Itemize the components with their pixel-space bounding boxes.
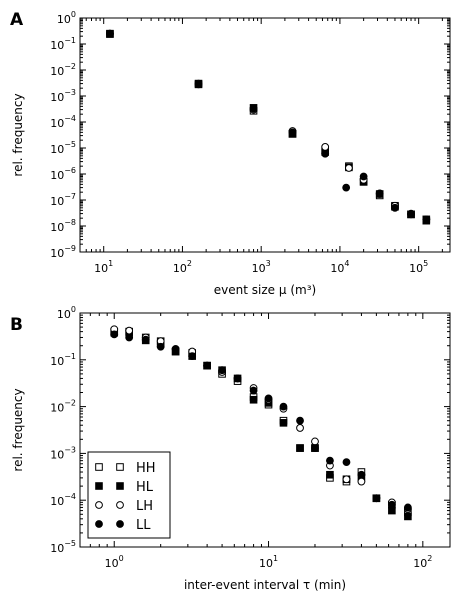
data-point [375, 190, 384, 198]
legend-marker [116, 520, 124, 528]
legend-marker [116, 482, 124, 490]
y-tick-label: 10−6 [50, 166, 76, 182]
y-tick-label: 10−5 [50, 140, 76, 156]
legend-label: LH [136, 499, 153, 514]
x-tick-label: 102 [413, 554, 432, 570]
data-point [311, 444, 319, 452]
data-point [403, 503, 412, 512]
data-point [321, 143, 330, 151]
data-point [342, 183, 351, 192]
y-tick-label: 10−3 [50, 445, 76, 461]
x-axis-label: event size μ (m³) [214, 283, 316, 297]
y-tick-label: 10−7 [50, 192, 76, 208]
x-tick-label: 101 [94, 259, 113, 275]
legend-marker [95, 482, 103, 490]
y-tick-label: 10−8 [50, 218, 76, 234]
data-point [249, 395, 258, 404]
data-point [141, 335, 150, 344]
legend-label: HH [136, 461, 156, 476]
panel-label: B [10, 315, 23, 335]
data-point [357, 477, 366, 486]
y-axis-label: rel. frequency [11, 93, 25, 176]
y-axis-label: rel. frequency [11, 388, 25, 471]
legend-label: LL [136, 518, 151, 533]
data-point [311, 437, 319, 446]
data-point [357, 470, 366, 479]
legend-marker [116, 501, 124, 509]
data-point [387, 500, 396, 509]
data-point [249, 386, 258, 395]
y-tick-label: 10−4 [50, 492, 76, 508]
legend-marker [95, 520, 103, 528]
series-ll [106, 29, 431, 224]
data-point [279, 402, 288, 411]
y-tick-label: 10−2 [50, 62, 76, 78]
data-point [125, 333, 134, 342]
data-point [326, 470, 334, 479]
data-point [156, 342, 165, 351]
legend-marker [95, 463, 103, 471]
data-point [296, 424, 304, 432]
x-axis-label: inter-event interval τ (min) [184, 578, 346, 592]
data-point [264, 394, 273, 403]
panel-b: B 100 101 102 100 10−1 10−2 10−3 10−4 10−5 inter-e… [10, 305, 451, 592]
data-point [342, 458, 351, 467]
x-tick-label: 102 [173, 259, 192, 275]
data-point [345, 164, 353, 172]
y-tick-label: 100 [57, 305, 76, 321]
x-tick-label: 105 [409, 259, 428, 275]
y-tick-label: 100 [57, 10, 76, 26]
y-tick-label: 10−4 [50, 114, 76, 130]
legend-marker [116, 463, 124, 471]
x-tick-label: 103 [252, 259, 271, 275]
axes-frame [79, 312, 451, 548]
data-point [233, 374, 242, 383]
legend-marker [95, 501, 103, 509]
data-point [359, 172, 368, 181]
y-tick-label: 10−1 [50, 352, 76, 368]
legend-entry-lh: LH [95, 499, 153, 514]
x-tick-label: 100 [105, 554, 124, 570]
data-point [404, 512, 412, 521]
data-point [106, 29, 114, 38]
data-point [288, 128, 297, 137]
tick-marks [79, 17, 450, 253]
legend-entry-hl: HL [95, 480, 154, 495]
data-point [171, 345, 180, 353]
data-point [125, 326, 134, 335]
data-point [194, 80, 203, 89]
y-tick-label: 10−1 [50, 36, 76, 52]
data-point [342, 475, 351, 484]
data-point [203, 361, 212, 370]
data-point [326, 456, 334, 465]
data-point [188, 352, 197, 360]
legend-label: HL [136, 480, 154, 495]
y-tick-label: 10−3 [50, 88, 76, 104]
series-ll [110, 330, 412, 512]
y-tick-label: 10−9 [50, 244, 76, 260]
data-point [321, 149, 330, 158]
panel-a: A 101 102 103 104 105 100 10−1 10−2 10−3 10−4 10−5 1… [10, 10, 451, 297]
legend-entry-ll: LL [95, 518, 151, 533]
legend: HH HL LH LL [87, 451, 171, 539]
legend-entry-hh: HH [95, 461, 156, 476]
y-tick-label: 10−5 [50, 539, 76, 555]
data-point [296, 416, 304, 425]
data-point [249, 104, 258, 113]
data-point [296, 444, 304, 452]
data-point [372, 494, 381, 503]
panel-label: A [10, 10, 24, 30]
data-point [279, 419, 288, 427]
y-tick-label: 10−2 [50, 399, 76, 415]
data-point [407, 209, 415, 218]
tick-marks [79, 312, 450, 548]
x-tick-label: 104 [330, 259, 349, 275]
data-point [110, 330, 119, 339]
x-tick-label: 101 [259, 554, 278, 570]
axes-frame [79, 17, 451, 253]
data-point [391, 203, 399, 212]
data-point [218, 366, 226, 375]
data-point [422, 215, 431, 224]
